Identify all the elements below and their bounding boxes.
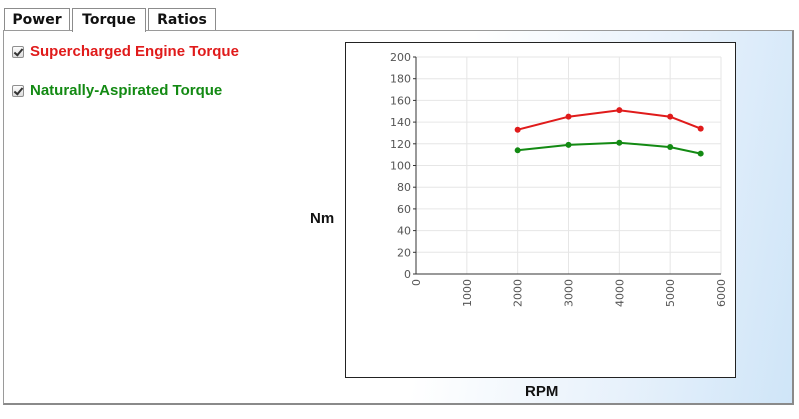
x-tick-label: 0	[410, 279, 423, 286]
series-line-0	[517, 109, 702, 131]
x-tick-label: 1000	[461, 279, 474, 307]
x-tick-label: 3000	[563, 279, 576, 307]
legend-item-naturally-aspirated[interactable]: Naturally-Aspirated Torque	[12, 82, 222, 99]
y-tick-label: 200	[390, 51, 411, 64]
data-point	[697, 150, 704, 157]
tab-torque[interactable]: Torque	[72, 8, 146, 32]
data-point	[616, 139, 623, 146]
y-tick-label: 20	[397, 246, 411, 259]
legend-item-supercharged[interactable]: Supercharged Engine Torque	[12, 43, 239, 60]
tab-power[interactable]: Power	[4, 8, 70, 30]
x-tick-label: 4000	[613, 279, 626, 307]
data-point	[565, 113, 572, 120]
x-tick-label: 6000	[715, 279, 728, 307]
y-tick-label: 40	[397, 225, 411, 238]
data-point	[616, 107, 623, 114]
y-tick-label: 160	[390, 94, 411, 107]
x-tick-label: 2000	[512, 279, 525, 307]
x-axis-label: RPM	[525, 383, 559, 400]
supercharged-checkbox[interactable]	[12, 45, 24, 58]
chart-frame: 0 20 40 60 80 100 120 140 160 180 200 0 1000 2000 3000…	[345, 42, 736, 378]
y-tick-label: 80	[397, 181, 411, 194]
tab-ratios[interactable]: Ratios	[148, 8, 216, 30]
data-point	[514, 126, 521, 133]
y-tick-label: 120	[390, 138, 411, 151]
y-tick-label: 180	[390, 73, 411, 86]
y-tick-label: 60	[397, 203, 411, 216]
data-point	[667, 113, 674, 120]
y-tick-label: 0	[404, 268, 411, 281]
naturally-aspirated-checkbox[interactable]	[12, 84, 24, 97]
y-axis-label: Nm	[310, 210, 335, 227]
data-point	[514, 147, 521, 154]
series-line-1	[517, 141, 701, 155]
legend-label-supercharged: Supercharged Engine Torque	[30, 43, 239, 60]
legend-label-naturally-aspirated: Naturally-Aspirated Torque	[30, 82, 223, 99]
data-point	[697, 125, 704, 132]
data-point	[565, 141, 572, 148]
y-tick-label: 140	[390, 116, 411, 129]
x-tick-label: 5000	[664, 279, 677, 307]
data-point	[667, 144, 674, 151]
y-tick-label: 100	[390, 160, 411, 173]
